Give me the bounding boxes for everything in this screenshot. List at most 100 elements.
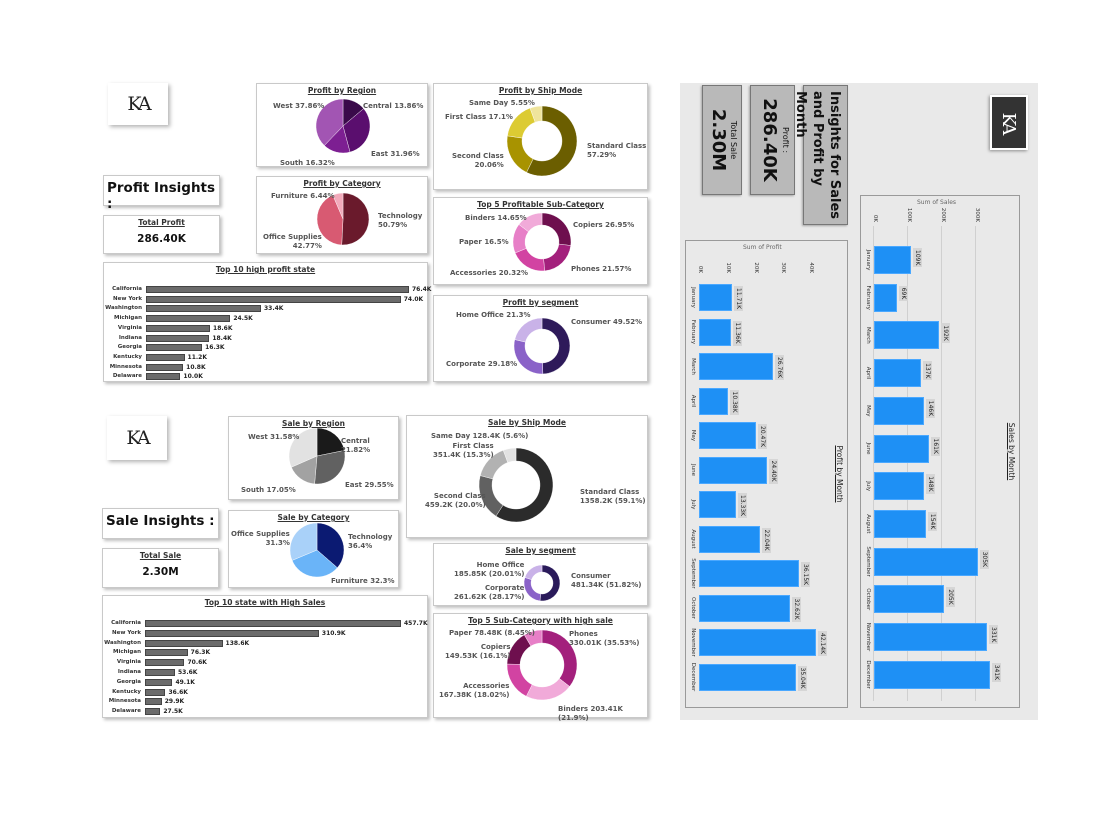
y-tick-label: 0K	[872, 214, 878, 222]
slice-office-supplies[interactable]	[316, 194, 344, 246]
slice-office-supplies[interactable]	[289, 522, 318, 561]
slice-west[interactable]	[315, 98, 344, 146]
sale-by-category-chart[interactable]: Sale by Category Technology 36.4% Furnitur…	[228, 510, 399, 588]
slice-east[interactable]	[342, 108, 371, 153]
bar[interactable]	[146, 373, 181, 381]
bar[interactable]	[699, 491, 737, 518]
category-label: Michigan	[114, 315, 142, 322]
bar[interactable]	[874, 396, 924, 425]
slice-second-class[interactable]	[506, 135, 534, 173]
bar[interactable]	[874, 660, 990, 689]
slice-technology[interactable]	[316, 522, 345, 569]
bar[interactable]	[699, 456, 767, 484]
bar[interactable]	[874, 547, 978, 576]
slice-same-day[interactable]	[529, 105, 543, 123]
bar[interactable]	[145, 698, 162, 706]
bar[interactable]	[145, 629, 319, 637]
slice-binders[interactable]	[525, 678, 570, 701]
slice-same-day[interactable]	[502, 447, 517, 463]
slice-west[interactable]	[288, 427, 318, 468]
bar[interactable]	[699, 560, 800, 587]
bar[interactable]	[699, 594, 790, 622]
data-label: 205K	[945, 587, 955, 607]
bar[interactable]	[146, 363, 184, 371]
sale-by-region-chart[interactable]: Sale by Region Central 21.82% East 29.55% S…	[228, 416, 399, 500]
bar[interactable]	[699, 629, 817, 656]
bar[interactable]	[699, 525, 761, 553]
slice-copiers[interactable]	[541, 212, 572, 246]
bar[interactable]	[874, 623, 987, 651]
slice-paper[interactable]	[524, 629, 543, 647]
bar[interactable]	[146, 344, 203, 352]
bar[interactable]	[874, 434, 929, 463]
bar[interactable]	[146, 334, 210, 342]
data-label: 32.62K	[791, 596, 801, 622]
bar[interactable]	[145, 639, 223, 647]
bar[interactable]	[699, 353, 774, 380]
profit-by-region-chart[interactable]: Profit by Region Central 13.86% East 31.96…	[256, 83, 428, 167]
profit-by-ship-mode-chart[interactable]: Profit by Ship Mode Standard Class 57.29%…	[433, 83, 648, 190]
bar[interactable]	[146, 324, 211, 332]
bar[interactable]	[146, 315, 231, 323]
category-label: Minnesota	[109, 363, 142, 370]
month-label: September	[690, 558, 696, 589]
bar[interactable]	[146, 286, 409, 293]
slice-east[interactable]	[314, 450, 346, 485]
chart-title: Top 10 state with High Sales	[204, 598, 326, 607]
slice-central[interactable]	[316, 427, 345, 457]
slice-furniture[interactable]	[291, 549, 338, 578]
bar[interactable]	[699, 422, 756, 449]
profit-by-category-chart[interactable]: Profit by Category Technology 50.79% Offic…	[256, 176, 428, 254]
bar[interactable]	[146, 353, 185, 361]
slice-technology[interactable]	[341, 192, 370, 246]
sales-by-month-chart[interactable]: Sales by Month Sum of Sales 0K 100K 200K 30…	[860, 195, 1020, 708]
slice-label: South 16.32%	[280, 159, 335, 167]
bar[interactable]	[874, 359, 921, 388]
data-label: 42.14K	[818, 631, 828, 657]
bar[interactable]	[699, 387, 728, 415]
profit-by-segment-chart[interactable]: Profit by segment Consumer 49.52% Corporat…	[433, 295, 648, 382]
bar[interactable]	[874, 283, 898, 312]
bar[interactable]	[874, 246, 912, 274]
data-label: 20.47K	[757, 424, 767, 450]
total-sale-kpi: Total Sale 2.30M	[702, 85, 742, 195]
slice-binders[interactable]	[518, 212, 543, 232]
slice-furniture[interactable]	[332, 192, 344, 220]
top10-sales-state-chart[interactable]: Top 10 state with High Sales California 45…	[102, 595, 428, 718]
slice-standard-class[interactable]	[526, 105, 578, 177]
bar[interactable]	[699, 663, 797, 691]
sale-by-ship-mode-chart[interactable]: Sale by Ship Mode Standard Class 1358.2K …	[406, 415, 648, 538]
bar[interactable]	[699, 318, 731, 346]
slice-standard-class[interactable]	[495, 447, 554, 523]
bar[interactable]	[145, 688, 166, 696]
top5-profitable-subcategory-chart[interactable]: Top 5 Profitable Sub-Category Copiers 26.…	[433, 197, 648, 285]
top5-subcategory-sale-chart[interactable]: Top 5 Sub-Category with high sale Phones …	[433, 613, 648, 722]
slice-corporate[interactable]	[523, 577, 541, 602]
bar[interactable]	[699, 284, 732, 311]
bar[interactable]	[145, 659, 185, 667]
bar[interactable]	[146, 305, 261, 313]
bar[interactable]	[874, 472, 925, 501]
slice-home-office[interactable]	[514, 317, 543, 343]
slice-corporate[interactable]	[513, 339, 544, 375]
data-label: 305K	[979, 549, 989, 569]
bar[interactable]	[874, 321, 940, 350]
bar[interactable]	[145, 649, 188, 657]
bar[interactable]	[874, 585, 944, 614]
slice-consumer[interactable]	[539, 564, 561, 602]
top10-profit-state-chart[interactable]: Top 10 high profit state California 76.4K N…	[103, 262, 431, 382]
data-label: 331K	[988, 625, 998, 645]
bar[interactable]	[145, 678, 173, 686]
bar[interactable]	[874, 509, 927, 538]
profit-by-month-chart[interactable]: Profit by Month Sum of Profit 0K 10K 20K 30…	[685, 240, 848, 708]
bar[interactable]	[145, 708, 161, 716]
slice-phones[interactable]	[543, 243, 572, 272]
bar[interactable]	[145, 669, 175, 676]
slice-home-office[interactable]	[524, 564, 543, 580]
sale-by-segment-chart[interactable]: Sale by segment Consumer 481.34K (51.82%)…	[433, 543, 648, 606]
bar[interactable]	[146, 295, 401, 303]
slice-accessories[interactable]	[506, 663, 533, 697]
slice-accessories[interactable]	[514, 248, 545, 272]
slice-consumer[interactable]	[541, 317, 571, 375]
bar[interactable]	[145, 620, 401, 627]
